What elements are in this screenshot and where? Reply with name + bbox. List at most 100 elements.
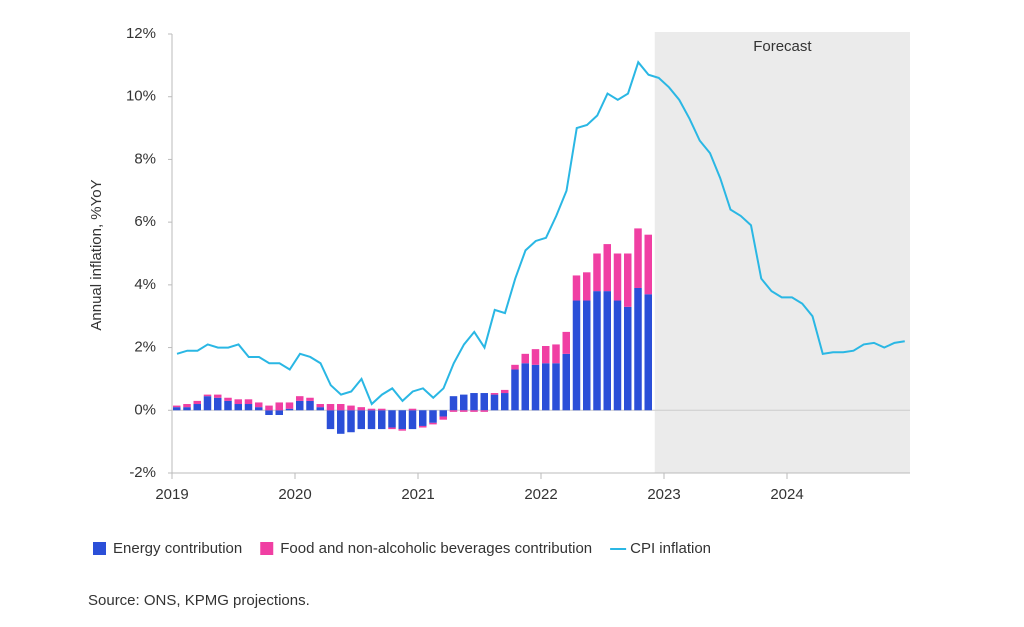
bar xyxy=(593,253,601,292)
bar xyxy=(460,394,468,411)
bar xyxy=(449,410,458,412)
bar xyxy=(306,400,314,411)
bar xyxy=(275,402,283,411)
y-tick-label: 6% xyxy=(134,213,156,230)
bar xyxy=(388,410,396,428)
y-tick-label: 10% xyxy=(126,88,156,105)
bar xyxy=(470,410,478,412)
bar xyxy=(193,404,201,411)
bar xyxy=(583,300,591,411)
bar xyxy=(224,400,232,411)
forecast-label: Forecast xyxy=(753,38,812,55)
bar xyxy=(244,399,253,405)
bar xyxy=(265,405,273,411)
bar xyxy=(398,429,406,431)
bar xyxy=(224,397,232,401)
x-tick-label: 2021 xyxy=(401,486,434,503)
bar xyxy=(234,404,242,411)
bar xyxy=(357,407,365,411)
bar xyxy=(244,404,253,411)
bar xyxy=(296,396,304,401)
y-tick-label: 12% xyxy=(126,25,156,42)
y-axis-label: Annual inflation, %YoY xyxy=(88,179,105,330)
bar xyxy=(378,410,386,430)
y-tick-label: 8% xyxy=(134,150,156,167)
bar xyxy=(542,363,550,411)
bar xyxy=(173,407,181,411)
forecast-region xyxy=(654,32,910,473)
bar xyxy=(255,407,263,411)
bar xyxy=(419,425,427,428)
bar xyxy=(234,399,242,405)
bar xyxy=(542,346,550,364)
bar xyxy=(603,244,611,292)
bar xyxy=(214,394,222,398)
bar xyxy=(183,407,191,411)
bar xyxy=(347,405,355,411)
bar xyxy=(624,306,632,411)
bar xyxy=(203,396,212,411)
bar xyxy=(316,407,324,411)
bar xyxy=(316,404,324,408)
bar xyxy=(306,397,314,401)
x-tick-label: 2023 xyxy=(647,486,680,503)
bar xyxy=(480,410,488,412)
bar xyxy=(624,253,632,307)
bar xyxy=(337,404,345,411)
bar xyxy=(285,402,294,409)
bar xyxy=(419,410,427,426)
bar xyxy=(193,400,201,405)
y-tick-label: 0% xyxy=(134,401,156,418)
bar xyxy=(367,408,376,411)
bar xyxy=(552,363,560,411)
bar xyxy=(644,294,652,411)
bar xyxy=(265,410,273,415)
bar xyxy=(501,389,509,394)
bar xyxy=(367,410,376,430)
bar xyxy=(357,410,365,430)
bar xyxy=(429,422,437,425)
bar xyxy=(644,234,652,295)
bar xyxy=(214,397,222,411)
bar xyxy=(603,291,611,411)
bar xyxy=(562,331,570,354)
legend-swatch xyxy=(93,542,106,555)
bar xyxy=(439,416,447,420)
bar xyxy=(337,410,345,434)
x-tick-label: 2020 xyxy=(278,486,311,503)
bar xyxy=(398,410,406,430)
bar xyxy=(183,404,191,408)
legend-label: Energy contribution xyxy=(113,540,242,557)
bar xyxy=(572,275,581,301)
bar xyxy=(531,349,540,365)
bar xyxy=(562,353,570,411)
bar xyxy=(593,291,601,411)
bar xyxy=(634,228,642,288)
bar xyxy=(173,405,181,408)
bar xyxy=(470,393,478,411)
bar xyxy=(285,408,294,411)
bar xyxy=(583,272,591,301)
bar xyxy=(511,369,519,411)
bar xyxy=(255,402,263,408)
bar xyxy=(531,364,540,411)
bar xyxy=(521,353,529,364)
bar xyxy=(501,393,509,411)
y-tick-label: -2% xyxy=(129,464,156,481)
bar xyxy=(326,410,335,430)
x-tick-label: 2024 xyxy=(770,486,803,503)
bar xyxy=(572,300,581,411)
bar xyxy=(275,410,283,415)
bar xyxy=(378,408,386,411)
bar xyxy=(326,404,335,411)
bar xyxy=(511,364,519,370)
y-tick-label: 4% xyxy=(134,276,156,293)
bar xyxy=(449,396,458,411)
cpi-line xyxy=(176,60,905,406)
bar xyxy=(408,408,417,411)
bar xyxy=(347,410,355,433)
bar xyxy=(634,287,642,411)
legend-label: CPI inflation xyxy=(630,540,711,557)
